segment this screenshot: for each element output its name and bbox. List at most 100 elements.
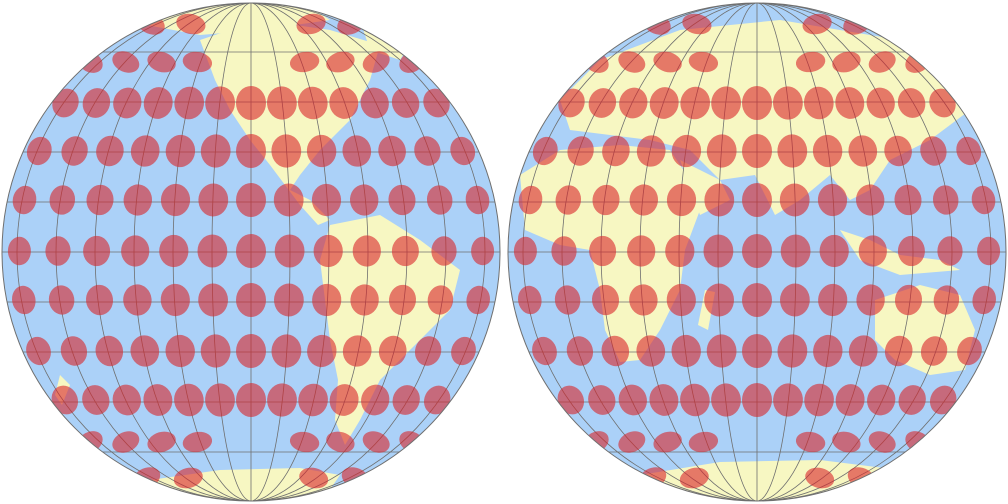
tissot-ellipse (779, 183, 810, 217)
tissot-ellipse (112, 384, 141, 416)
tissot-ellipse (143, 384, 173, 416)
tissot-ellipse (566, 336, 594, 366)
tissot-ellipse (471, 236, 495, 266)
tissot-ellipse (884, 335, 913, 367)
tissot-ellipse (362, 51, 390, 73)
tissot-ellipse (273, 183, 304, 217)
tissot-ellipse (812, 134, 843, 168)
tissot-ellipse (236, 383, 266, 417)
tissot-ellipse (618, 384, 647, 416)
tissot-ellipse (427, 285, 454, 315)
tissot-ellipse (780, 234, 811, 268)
tissot-ellipse (82, 385, 110, 415)
tissot-ellipse (289, 431, 320, 453)
tissot-ellipse (680, 86, 711, 120)
tissot-ellipse (532, 336, 557, 366)
tissot-ellipse (200, 134, 231, 168)
tissot-ellipse (378, 335, 407, 367)
tissot-ellipse (742, 234, 772, 268)
tissot-ellipse (329, 87, 359, 119)
tissot-ellipse (236, 183, 266, 217)
tissot-ellipse (848, 335, 878, 367)
tissot-ellipse (121, 235, 150, 267)
tissot-ellipse (588, 385, 616, 415)
tissot-ellipse (45, 236, 71, 266)
tissot-ellipse (589, 235, 617, 267)
tissot-ellipse (819, 234, 849, 268)
tissot-ellipse (52, 88, 79, 118)
tissot-ellipse (779, 283, 810, 317)
tissot-ellipse (884, 135, 912, 167)
tissot-ellipse (848, 135, 878, 167)
tissot-ellipse (558, 88, 585, 118)
tissot-ellipse (274, 234, 305, 268)
tissot-ellipse (48, 285, 75, 315)
tissot-ellipse (618, 431, 646, 453)
tissot-ellipse (636, 335, 666, 367)
tissot-ellipse (96, 135, 124, 167)
tissot-ellipse (130, 135, 160, 167)
tissot-ellipse (267, 383, 297, 417)
tissot-ellipse (671, 134, 702, 168)
tissot-ellipse (868, 51, 896, 73)
tissot-ellipse (929, 88, 956, 118)
tissot-ellipse (236, 234, 266, 268)
tissot-ellipse (465, 185, 490, 215)
tissot-ellipse (817, 183, 848, 217)
tissot-ellipse (123, 284, 152, 316)
tissot-ellipse (688, 431, 719, 453)
hemisphere-outline (1, 2, 501, 502)
tissot-ellipse (271, 334, 302, 368)
tissot-ellipse (653, 431, 682, 453)
tissot-ellipse (198, 183, 229, 217)
tissot-ellipse (466, 285, 490, 315)
tissot-ellipse (557, 385, 585, 415)
tissot-ellipse (977, 236, 1001, 266)
tissot-ellipse (629, 284, 658, 316)
tissot-ellipse (451, 336, 476, 366)
tissot-ellipse (159, 234, 189, 268)
tissot-ellipse (273, 283, 304, 317)
tissot-ellipse (7, 236, 31, 266)
tissot-ellipse (312, 283, 342, 317)
tissot-ellipse (236, 134, 266, 168)
tissot-ellipse (313, 234, 343, 268)
tissot-ellipse (898, 385, 926, 415)
tissot-indicatrices (7, 13, 495, 489)
tissot-ellipse (349, 184, 379, 216)
eastern-hemisphere (507, 2, 1007, 502)
tissot-ellipse (266, 86, 297, 120)
tissot-ellipse (813, 334, 843, 368)
tissot-ellipse (795, 431, 826, 453)
tissot-ellipse (85, 284, 114, 316)
tissot-ellipse (326, 51, 355, 73)
tissot-ellipse (795, 51, 826, 73)
tissot-ellipse (361, 384, 390, 416)
tissot-ellipse (688, 51, 719, 73)
tissot-ellipse (653, 51, 682, 73)
tissot-ellipse (636, 135, 666, 167)
tissot-ellipse (742, 383, 772, 417)
tissot-ellipse (391, 88, 420, 118)
tissot-ellipse (591, 284, 620, 316)
tissot-ellipse (12, 185, 37, 215)
tissot-ellipse (742, 134, 772, 168)
tissot-ellipse (933, 285, 960, 315)
tissot-ellipse (832, 431, 861, 453)
tissot-ellipse (236, 283, 266, 317)
tissot-ellipse (297, 86, 328, 120)
tissot-ellipse (704, 283, 735, 317)
tissot-ellipse (649, 384, 679, 416)
western-hemisphere (1, 2, 501, 502)
south-america (320, 215, 460, 445)
tissot-ellipse (671, 334, 701, 368)
tissot-ellipse (388, 284, 417, 316)
tissot-ellipse (147, 431, 176, 453)
tissot-ellipse (706, 334, 737, 368)
tissot-ellipse (414, 336, 442, 366)
tissot-ellipse (956, 136, 982, 166)
tissot-ellipse (165, 134, 196, 168)
tissot-ellipse (182, 431, 213, 453)
tissot-ellipse (773, 383, 803, 417)
tissot-ellipse (414, 136, 441, 166)
